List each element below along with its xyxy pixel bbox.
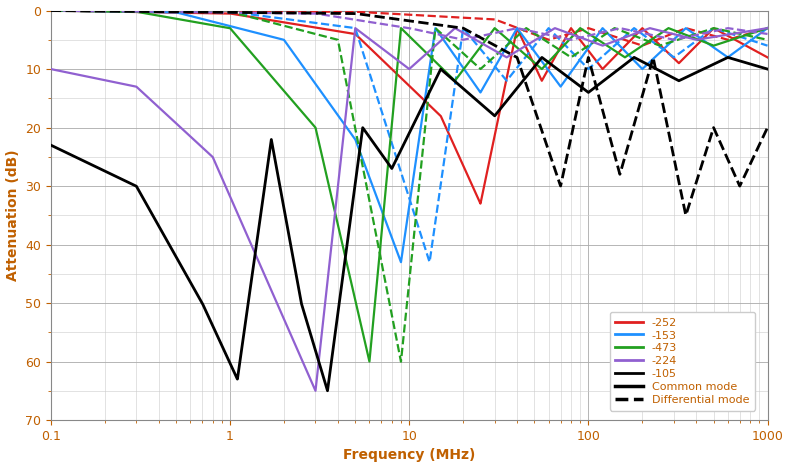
Legend: -252, -153, -473, -224, -105, Common mode, Differential mode: -252, -153, -473, -224, -105, Common mod…: [610, 312, 755, 410]
Y-axis label: Attenuation (dB): Attenuation (dB): [6, 150, 20, 281]
X-axis label: Frequency (MHz): Frequency (MHz): [343, 448, 475, 462]
